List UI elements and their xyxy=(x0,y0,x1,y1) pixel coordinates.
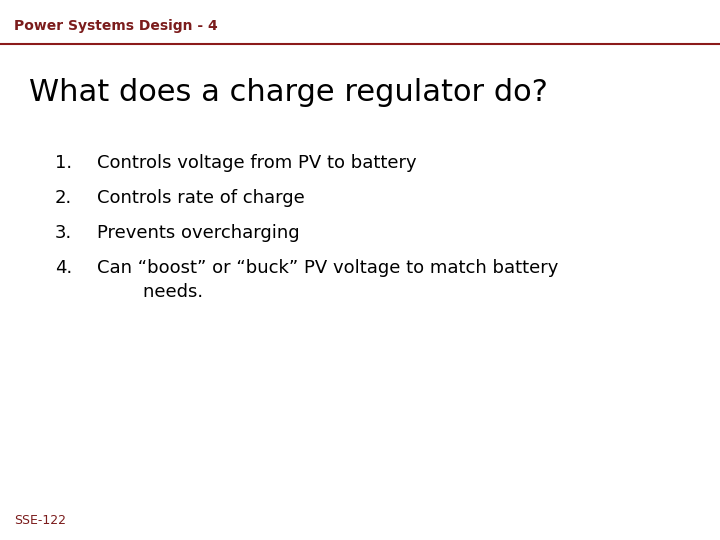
Text: Controls rate of charge: Controls rate of charge xyxy=(97,189,305,207)
Text: Prevents overcharging: Prevents overcharging xyxy=(97,224,300,242)
Text: Power Systems Design - 4: Power Systems Design - 4 xyxy=(14,19,218,33)
Text: What does a charge regulator do?: What does a charge regulator do? xyxy=(29,78,548,107)
Text: 2.: 2. xyxy=(55,189,72,207)
Text: 1.: 1. xyxy=(55,154,72,172)
Text: Can “boost” or “buck” PV voltage to match battery
        needs.: Can “boost” or “buck” PV voltage to matc… xyxy=(97,259,559,301)
Text: 3.: 3. xyxy=(55,224,72,242)
Text: SSE-122: SSE-122 xyxy=(14,514,66,526)
Text: 4.: 4. xyxy=(55,259,72,277)
Text: Controls voltage from PV to battery: Controls voltage from PV to battery xyxy=(97,154,417,172)
